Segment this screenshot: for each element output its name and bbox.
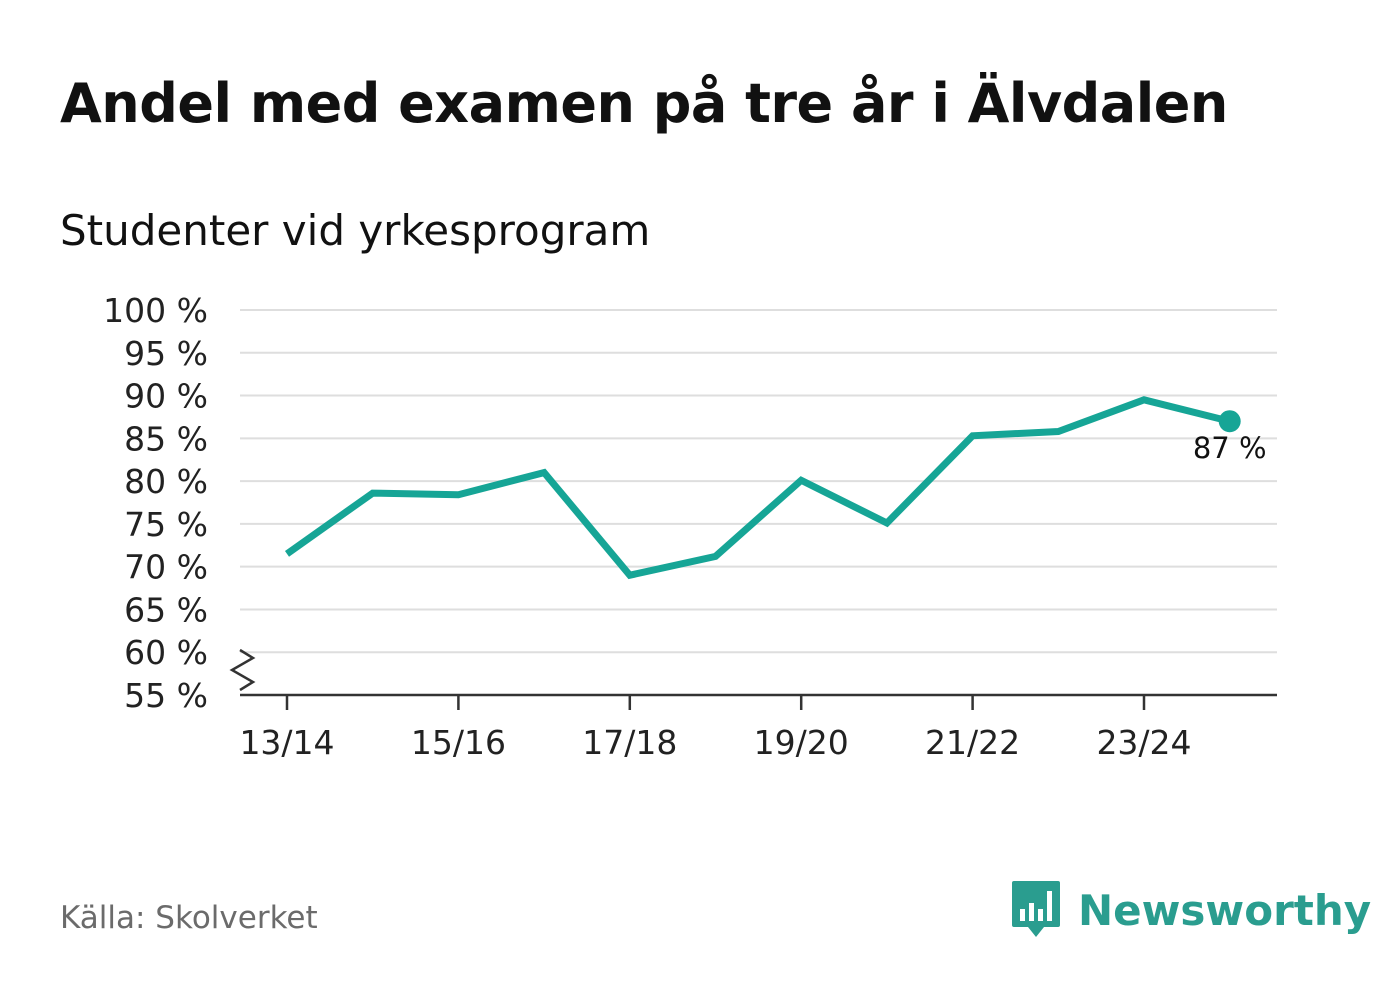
y-tick-label: 80 % <box>124 462 208 501</box>
y-tick-label: 100 % <box>103 291 208 330</box>
series-line <box>284 396 1231 580</box>
y-tick-label: 65 % <box>124 590 208 629</box>
chart-title: Andel med examen på tre år i Älvdalen <box>60 72 1228 135</box>
brand-logo[interactable]: Newsworthy <box>1010 878 1371 942</box>
x-tick-label: 15/16 <box>411 723 506 762</box>
y-tick-label: 75 % <box>124 505 208 544</box>
y-tick-label: 55 % <box>124 676 208 715</box>
y-tick-label: 90 % <box>124 377 208 416</box>
x-tick-label: 23/24 <box>1096 723 1191 762</box>
y-tick-label: 70 % <box>124 548 208 587</box>
x-tick-label: 13/14 <box>239 723 334 762</box>
y-tick-label: 85 % <box>124 419 208 458</box>
axis-break-icon <box>229 648 256 692</box>
bar-chart-speech-bubble-icon <box>1012 881 1060 937</box>
y-tick-label: 60 % <box>124 633 208 672</box>
y-axis-ticks: 55 % 60 % 65 %70 % 75 % 80 % 85 %90 % 95 % 100 … <box>103 291 256 715</box>
x-tick-label: 21/22 <box>925 723 1020 762</box>
chart-subtitle: Studenter vid yrkesprogram <box>60 206 651 255</box>
end-point-marker <box>1218 410 1241 433</box>
x-tick-label: 17/18 <box>582 723 677 762</box>
brand-name: Newsworthy <box>1078 885 1372 935</box>
x-axis: 13/14 15/16 17/18 19/20 21/22 23/24 <box>239 693 1277 762</box>
x-tick-label: 19/20 <box>754 723 849 762</box>
source-note: Källa: Skolverket <box>60 900 318 936</box>
series: 87 % <box>284 396 1267 580</box>
gridlines <box>240 309 1277 654</box>
y-tick-label: 95 % <box>124 334 208 373</box>
end-value-label: 87 % <box>1193 431 1267 465</box>
